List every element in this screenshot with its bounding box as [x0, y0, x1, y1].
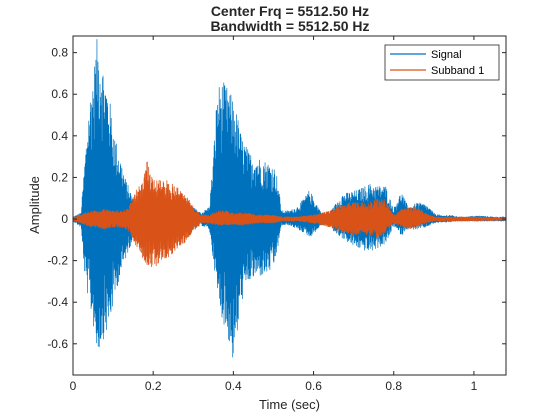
y-tick-label: -0.2 — [47, 254, 68, 268]
series-line-subband-1 — [73, 161, 506, 268]
y-tick-label: 0.2 — [51, 170, 68, 184]
x-tick-label: 0.2 — [145, 379, 162, 393]
legend: Signal Subband 1 — [384, 44, 500, 81]
series-layer — [73, 39, 506, 358]
y-tick-label: 0 — [61, 212, 68, 226]
y-tick-label: 0.4 — [51, 129, 68, 143]
legend-label-signal: Signal — [431, 49, 462, 61]
y-tick-label: 0.8 — [51, 46, 68, 60]
x-tick-label: 1 — [471, 379, 478, 393]
legend-box — [384, 44, 500, 81]
y-tick-label: 0.6 — [51, 87, 68, 101]
x-tick-label: 0.6 — [305, 379, 322, 393]
chart-title-line-1: Center Frq = 5512.50 Hz — [211, 3, 369, 19]
y-axis-ticks: -0.6 -0.4 -0.2 0 0.2 0.4 0.6 0.8 — [47, 46, 506, 351]
legend-label-subband-1: Subband 1 — [431, 65, 484, 77]
x-tick-label: 0.4 — [225, 379, 242, 393]
y-tick-label: -0.6 — [47, 337, 68, 351]
plot-area-frame — [72, 35, 507, 376]
y-axis-label: Amplitude — [27, 176, 42, 234]
x-axis-ticks: 0 0.2 0.4 0.6 0.8 1 — [70, 36, 478, 393]
chart-title-line-2: Bandwidth = 5512.50 Hz — [210, 18, 369, 34]
y-tick-label: -0.4 — [47, 295, 68, 309]
x-axis-label: Time (sec) — [259, 397, 320, 412]
x-tick-label: 0 — [70, 379, 77, 393]
x-tick-label: 0.8 — [385, 379, 402, 393]
